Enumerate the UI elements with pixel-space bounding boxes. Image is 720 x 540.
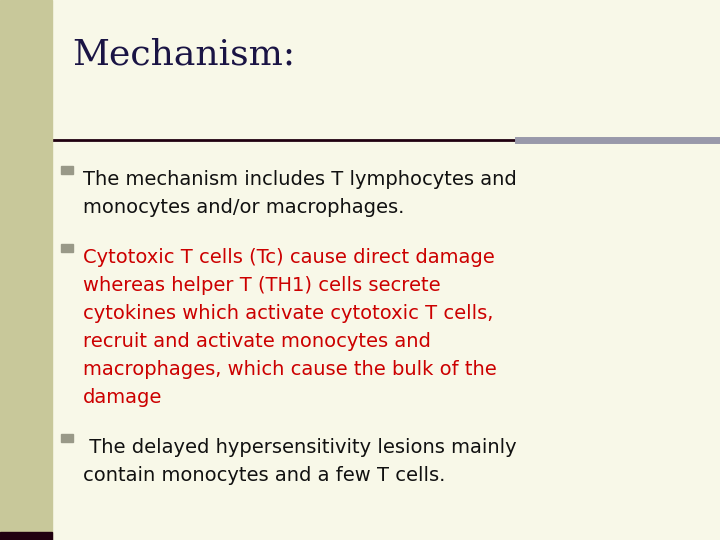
Text: recruit and activate monocytes and: recruit and activate monocytes and: [83, 332, 431, 351]
Text: macrophages, which cause the bulk of the: macrophages, which cause the bulk of the: [83, 360, 497, 379]
Bar: [61, 244, 73, 252]
Text: cytokines which activate cytotoxic T cells,: cytokines which activate cytotoxic T cel…: [83, 304, 493, 323]
Bar: [61, 166, 73, 174]
Text: The delayed hypersensitivity lesions mainly: The delayed hypersensitivity lesions mai…: [83, 438, 516, 457]
Bar: [61, 434, 73, 442]
Text: damage: damage: [83, 388, 162, 407]
Text: Mechanism:: Mechanism:: [72, 38, 295, 72]
Text: monocytes and/or macrophages.: monocytes and/or macrophages.: [83, 198, 404, 217]
Text: The mechanism includes T lymphocytes and: The mechanism includes T lymphocytes and: [83, 170, 516, 189]
Text: contain monocytes and a few T cells.: contain monocytes and a few T cells.: [83, 466, 445, 485]
Text: whereas helper T (TH1) cells secrete: whereas helper T (TH1) cells secrete: [83, 276, 441, 295]
Text: Cytotoxic T cells (Tc) cause direct damage: Cytotoxic T cells (Tc) cause direct dama…: [83, 248, 495, 267]
